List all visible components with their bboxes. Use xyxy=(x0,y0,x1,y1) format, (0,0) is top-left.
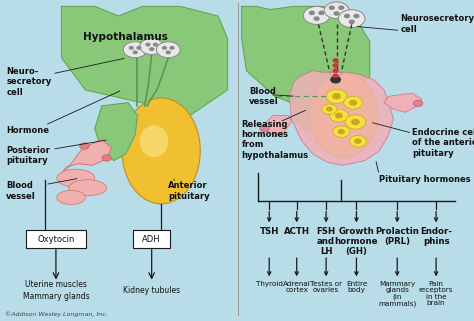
Text: Kidney tubules: Kidney tubules xyxy=(123,286,180,295)
Circle shape xyxy=(413,100,423,107)
Circle shape xyxy=(339,6,344,9)
Text: Blood
vessel: Blood vessel xyxy=(6,181,36,201)
Polygon shape xyxy=(62,140,111,173)
Ellipse shape xyxy=(140,125,168,157)
Circle shape xyxy=(146,43,150,46)
Circle shape xyxy=(102,155,111,161)
Circle shape xyxy=(329,109,348,122)
Circle shape xyxy=(133,51,137,54)
Circle shape xyxy=(322,104,337,114)
Circle shape xyxy=(338,130,344,134)
Circle shape xyxy=(329,6,334,9)
Circle shape xyxy=(123,42,147,58)
Circle shape xyxy=(327,107,332,111)
Circle shape xyxy=(345,115,366,129)
Ellipse shape xyxy=(57,169,95,187)
Circle shape xyxy=(333,59,338,62)
Circle shape xyxy=(326,89,347,103)
Circle shape xyxy=(355,139,361,143)
Circle shape xyxy=(156,42,180,58)
Circle shape xyxy=(260,125,269,132)
FancyBboxPatch shape xyxy=(133,230,170,248)
FancyBboxPatch shape xyxy=(26,230,86,248)
Text: Prolactin
(PRL): Prolactin (PRL) xyxy=(375,227,419,246)
Text: Anterior
pituitary: Anterior pituitary xyxy=(168,181,210,201)
Text: Testes or
ovaries: Testes or ovaries xyxy=(310,281,342,293)
Text: Neuro-
secretory
cell: Neuro- secretory cell xyxy=(6,67,51,97)
Circle shape xyxy=(354,14,359,18)
Circle shape xyxy=(333,74,338,77)
Circle shape xyxy=(333,64,338,67)
Text: Growth
hormone
(GH): Growth hormone (GH) xyxy=(335,227,378,256)
Circle shape xyxy=(129,47,133,49)
Polygon shape xyxy=(292,74,332,132)
Text: Endor-
phins: Endor- phins xyxy=(420,227,452,246)
Circle shape xyxy=(314,17,319,20)
Ellipse shape xyxy=(309,74,378,157)
Circle shape xyxy=(137,47,141,49)
Text: Hypothalamus: Hypothalamus xyxy=(83,32,168,42)
Polygon shape xyxy=(289,71,393,165)
Text: Adrenal
cortex: Adrenal cortex xyxy=(283,281,310,293)
Text: ACTH: ACTH xyxy=(284,227,310,236)
Text: Posterior
pituitary: Posterior pituitary xyxy=(6,146,50,165)
Circle shape xyxy=(333,126,350,137)
Circle shape xyxy=(166,51,170,54)
Text: ADH: ADH xyxy=(142,235,161,244)
Circle shape xyxy=(350,100,356,105)
Polygon shape xyxy=(265,116,292,136)
Circle shape xyxy=(303,6,330,24)
Circle shape xyxy=(336,113,342,118)
Text: Releasing
hormones
from
hypothalamus: Releasing hormones from hypothalamus xyxy=(242,119,309,160)
Circle shape xyxy=(170,47,174,49)
Text: Uterine muscles
Mammary glands: Uterine muscles Mammary glands xyxy=(23,281,89,300)
Text: Neurosecretory
cell: Neurosecretory cell xyxy=(401,14,474,34)
Text: FSH
and
LH: FSH and LH xyxy=(317,227,336,256)
Text: ©Addison Wesley Longman, Inc.: ©Addison Wesley Longman, Inc. xyxy=(5,311,108,317)
Circle shape xyxy=(349,20,354,23)
Circle shape xyxy=(80,143,89,149)
Circle shape xyxy=(344,96,363,109)
Circle shape xyxy=(163,47,166,49)
Polygon shape xyxy=(62,6,228,116)
Text: Thyroid: Thyroid xyxy=(256,281,283,287)
Text: Blood
vessel: Blood vessel xyxy=(249,87,279,106)
Circle shape xyxy=(150,48,154,50)
Circle shape xyxy=(324,2,349,19)
Circle shape xyxy=(154,43,157,46)
Text: Pain
receptors
in the
brain: Pain receptors in the brain xyxy=(419,281,453,306)
Circle shape xyxy=(338,10,365,28)
Text: TSH: TSH xyxy=(260,227,279,236)
Circle shape xyxy=(349,135,366,147)
Circle shape xyxy=(140,39,164,55)
Circle shape xyxy=(334,12,339,15)
Circle shape xyxy=(319,11,324,14)
Text: Mammary
glands
(in
mammals): Mammary glands (in mammals) xyxy=(378,281,416,308)
Polygon shape xyxy=(384,93,422,112)
Circle shape xyxy=(310,11,314,14)
Circle shape xyxy=(333,94,340,99)
Text: Pituitary hormones: Pituitary hormones xyxy=(379,175,471,184)
Text: Oxytocin: Oxytocin xyxy=(37,235,74,244)
Circle shape xyxy=(331,76,340,83)
Ellipse shape xyxy=(57,190,85,204)
Polygon shape xyxy=(242,6,370,109)
Text: Endocrine cells
of the anterior
pituitary: Endocrine cells of the anterior pituitar… xyxy=(412,128,474,158)
Text: Entire
body: Entire body xyxy=(346,281,367,293)
Circle shape xyxy=(333,69,338,72)
Polygon shape xyxy=(95,103,137,160)
Ellipse shape xyxy=(122,98,201,204)
Ellipse shape xyxy=(69,180,107,196)
Circle shape xyxy=(345,14,349,18)
Text: Hormone: Hormone xyxy=(6,126,49,134)
Circle shape xyxy=(352,119,359,125)
